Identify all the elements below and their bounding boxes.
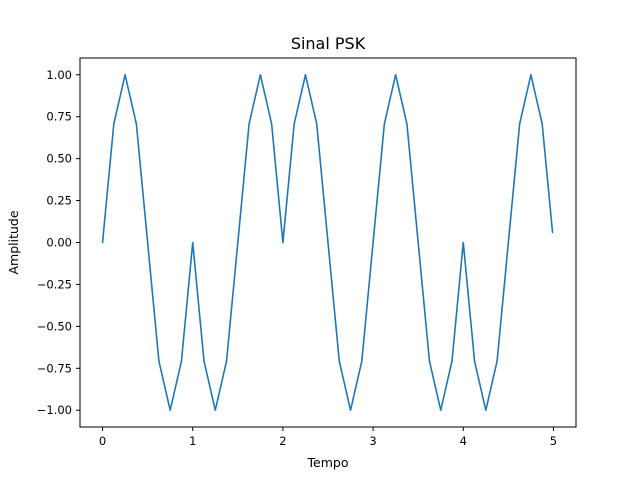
y-axis: −1.00 −0.75 −0.50 −0.25 0.00 0.25 0.50 0.75 1.00 xyxy=(37,68,80,417)
chart-title: Sinal PSK xyxy=(291,34,366,53)
y-tick-label: −0.75 xyxy=(37,361,72,375)
y-tick-label: −0.50 xyxy=(37,319,72,333)
x-tick-label: 5 xyxy=(550,434,557,448)
y-tick-label: 1.00 xyxy=(46,68,72,82)
y-tick-label: −0.25 xyxy=(37,277,72,291)
series-line xyxy=(101,73,554,412)
x-tick-label: 3 xyxy=(369,434,376,448)
x-tick-label: 2 xyxy=(279,434,286,448)
x-tick-label: 0 xyxy=(99,434,106,448)
x-axis-label: Tempo xyxy=(307,455,349,470)
x-tick-label: 1 xyxy=(189,434,196,448)
x-axis: 0 1 2 3 4 5 xyxy=(99,427,557,448)
y-tick-label: 0.50 xyxy=(46,152,72,166)
y-tick-label: 0.75 xyxy=(46,110,72,124)
y-tick-label: 0.25 xyxy=(46,194,72,208)
x-tick-label: 4 xyxy=(460,434,467,448)
y-tick-label: −1.00 xyxy=(37,403,72,417)
y-tick-label: 0.00 xyxy=(46,236,72,250)
plot-area xyxy=(79,57,577,428)
y-axis-label: Amplitude xyxy=(6,210,21,274)
